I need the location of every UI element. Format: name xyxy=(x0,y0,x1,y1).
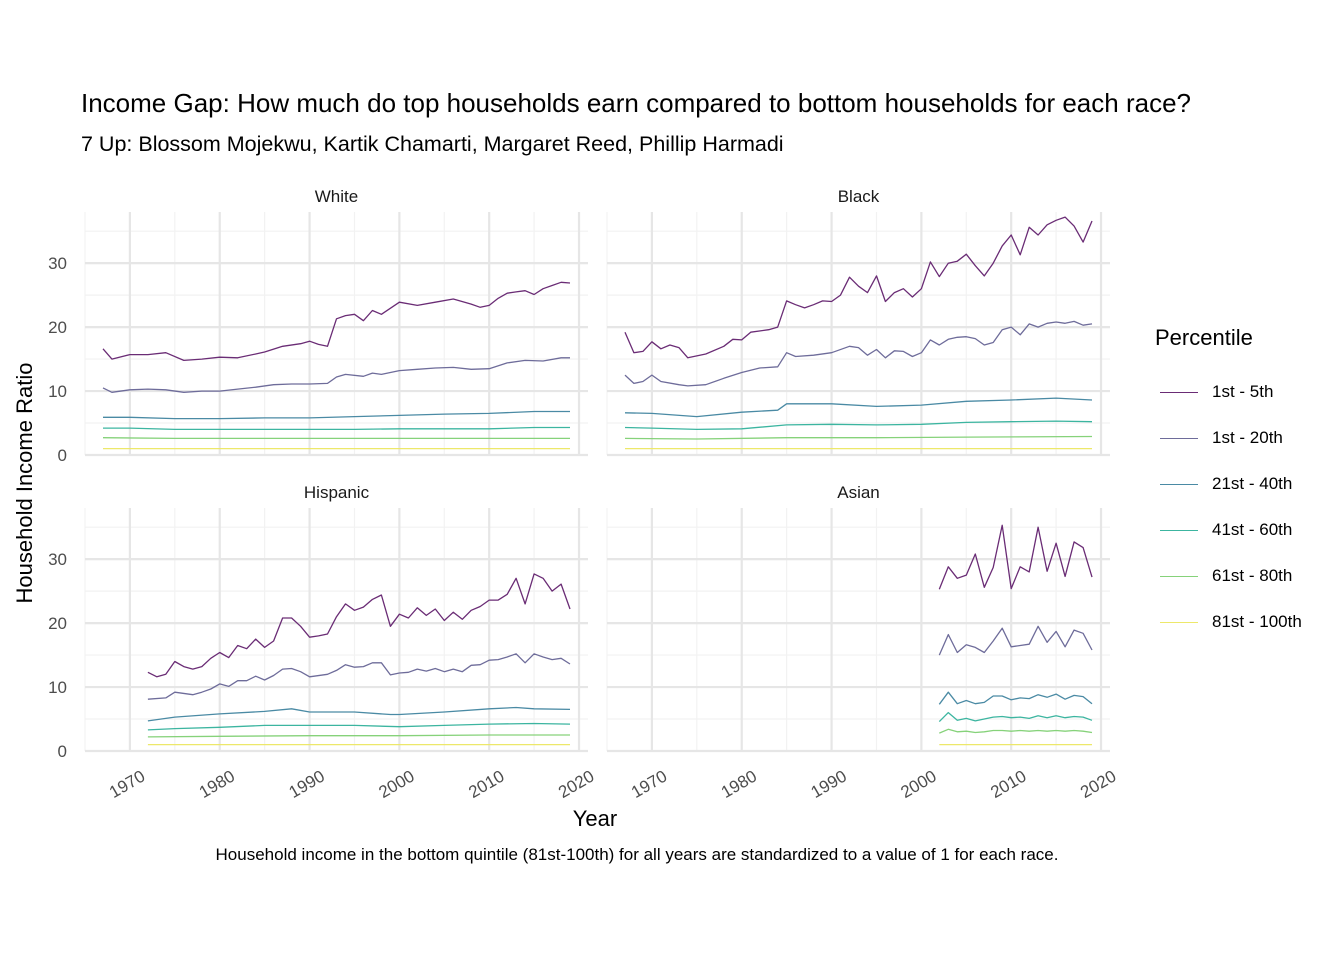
x-tick-label: 1980 xyxy=(718,767,760,802)
x-axis-label: Year xyxy=(572,806,618,831)
y-tick-label: 10 xyxy=(48,382,67,401)
series-line-1st-5th xyxy=(624,216,1093,359)
series-line-41st-60th xyxy=(103,426,570,431)
series-line-61st-80th xyxy=(102,437,570,440)
series-line-41st-60th xyxy=(147,722,571,731)
legend: Percentile 1st - 5th 1st - 20th 21st - 40t… xyxy=(1155,325,1302,645)
legend-swatch xyxy=(1160,575,1198,577)
x-tick-label: 1970 xyxy=(628,767,670,802)
y-tick-label: 0 xyxy=(58,742,67,761)
series-line-41st-60th xyxy=(624,420,1093,431)
x-tick-label: 1990 xyxy=(808,767,850,802)
legend-label: 1st - 20th xyxy=(1212,428,1283,447)
series-line-1st-20th xyxy=(102,357,570,393)
series-line-1st-5th xyxy=(102,281,571,362)
legend-item: 61st - 80th xyxy=(1155,553,1302,599)
legend-item: 1st - 20th xyxy=(1155,415,1302,461)
y-tick-label: 10 xyxy=(48,678,67,697)
facet-label-hispanic: Hispanic xyxy=(304,483,370,502)
series-line-1st-20th xyxy=(624,320,1093,387)
series-line-1st-20th xyxy=(938,625,1093,656)
x-tick-label: 2020 xyxy=(555,767,597,802)
series-line-1st-5th xyxy=(938,524,1093,590)
chart-title: Income Gap: How much do top households e… xyxy=(81,88,1191,118)
facet-label-white: White xyxy=(315,187,358,206)
series-line-61st-80th xyxy=(147,734,570,738)
legend-title: Percentile xyxy=(1155,325,1253,350)
legend-label: 21st - 40th xyxy=(1212,474,1293,493)
legend-label: 1st - 5th xyxy=(1212,382,1274,401)
series-line-21st-40th xyxy=(147,706,571,722)
series-line-1st-5th xyxy=(147,573,571,678)
x-tick-label: 2020 xyxy=(1077,767,1119,802)
panel-white: White 0 10 20 30 xyxy=(48,187,588,465)
x-tick-label: 2000 xyxy=(897,767,939,802)
legend-swatch xyxy=(1160,391,1198,393)
series-line-61st-80th xyxy=(624,435,1093,440)
legend-item: 1st - 5th xyxy=(1155,369,1302,415)
y-tick-label: 20 xyxy=(48,318,67,337)
legend-swatch xyxy=(1160,621,1198,623)
x-tick-label: 2000 xyxy=(375,767,417,802)
y-tick-label: 30 xyxy=(48,254,67,273)
x-tick-label: 1990 xyxy=(286,767,328,802)
legend-item: 81st - 100th xyxy=(1155,599,1302,645)
x-tick-label: 2010 xyxy=(465,767,507,802)
legend-label: 81st - 100th xyxy=(1212,612,1302,631)
y-tick-label: 0 xyxy=(58,446,67,465)
legend-label: 61st - 80th xyxy=(1212,566,1293,585)
series-line-1st-20th xyxy=(147,653,571,700)
legend-swatch xyxy=(1160,483,1198,485)
facet-label-black: Black xyxy=(838,187,880,206)
y-axis-label: Household Income Ratio xyxy=(12,362,37,604)
series-line-21st-40th xyxy=(938,691,1093,705)
legend-item: 21st - 40th xyxy=(1155,461,1302,507)
chart-caption: Household income in the bottom quintile … xyxy=(215,845,1059,864)
x-tick-label: 1980 xyxy=(196,767,238,802)
series-line-21st-40th xyxy=(103,410,570,420)
panel-asian: Asian 1970 1980 1990 2000 2010 2020 xyxy=(606,483,1119,802)
x-tick-label: 1970 xyxy=(106,767,148,802)
x-tick-label: 2010 xyxy=(987,767,1029,802)
y-tick-label: 30 xyxy=(48,550,67,569)
legend-item: 41st - 60th xyxy=(1155,507,1302,553)
facet-label-asian: Asian xyxy=(837,483,880,502)
series-line-61st-80th xyxy=(939,728,1093,734)
series-line-21st-40th xyxy=(624,397,1093,418)
chart-subtitle: 7 Up: Blossom Mojekwu, Kartik Chamarti, … xyxy=(81,132,784,156)
series-line-41st-60th xyxy=(938,711,1093,723)
y-tick-label: 20 xyxy=(48,614,67,633)
legend-swatch xyxy=(1160,529,1198,531)
legend-label: 41st - 60th xyxy=(1212,520,1293,539)
panel-hispanic: Hispanic 0 10 20 30 1970 1980 1990 2000 2010 2020 xyxy=(48,483,597,802)
panel-black: Black xyxy=(606,187,1110,457)
legend-swatch xyxy=(1160,437,1198,439)
legend-items: 1st - 5th 1st - 20th 21st - 40th 41st - 60t… xyxy=(1155,369,1302,645)
